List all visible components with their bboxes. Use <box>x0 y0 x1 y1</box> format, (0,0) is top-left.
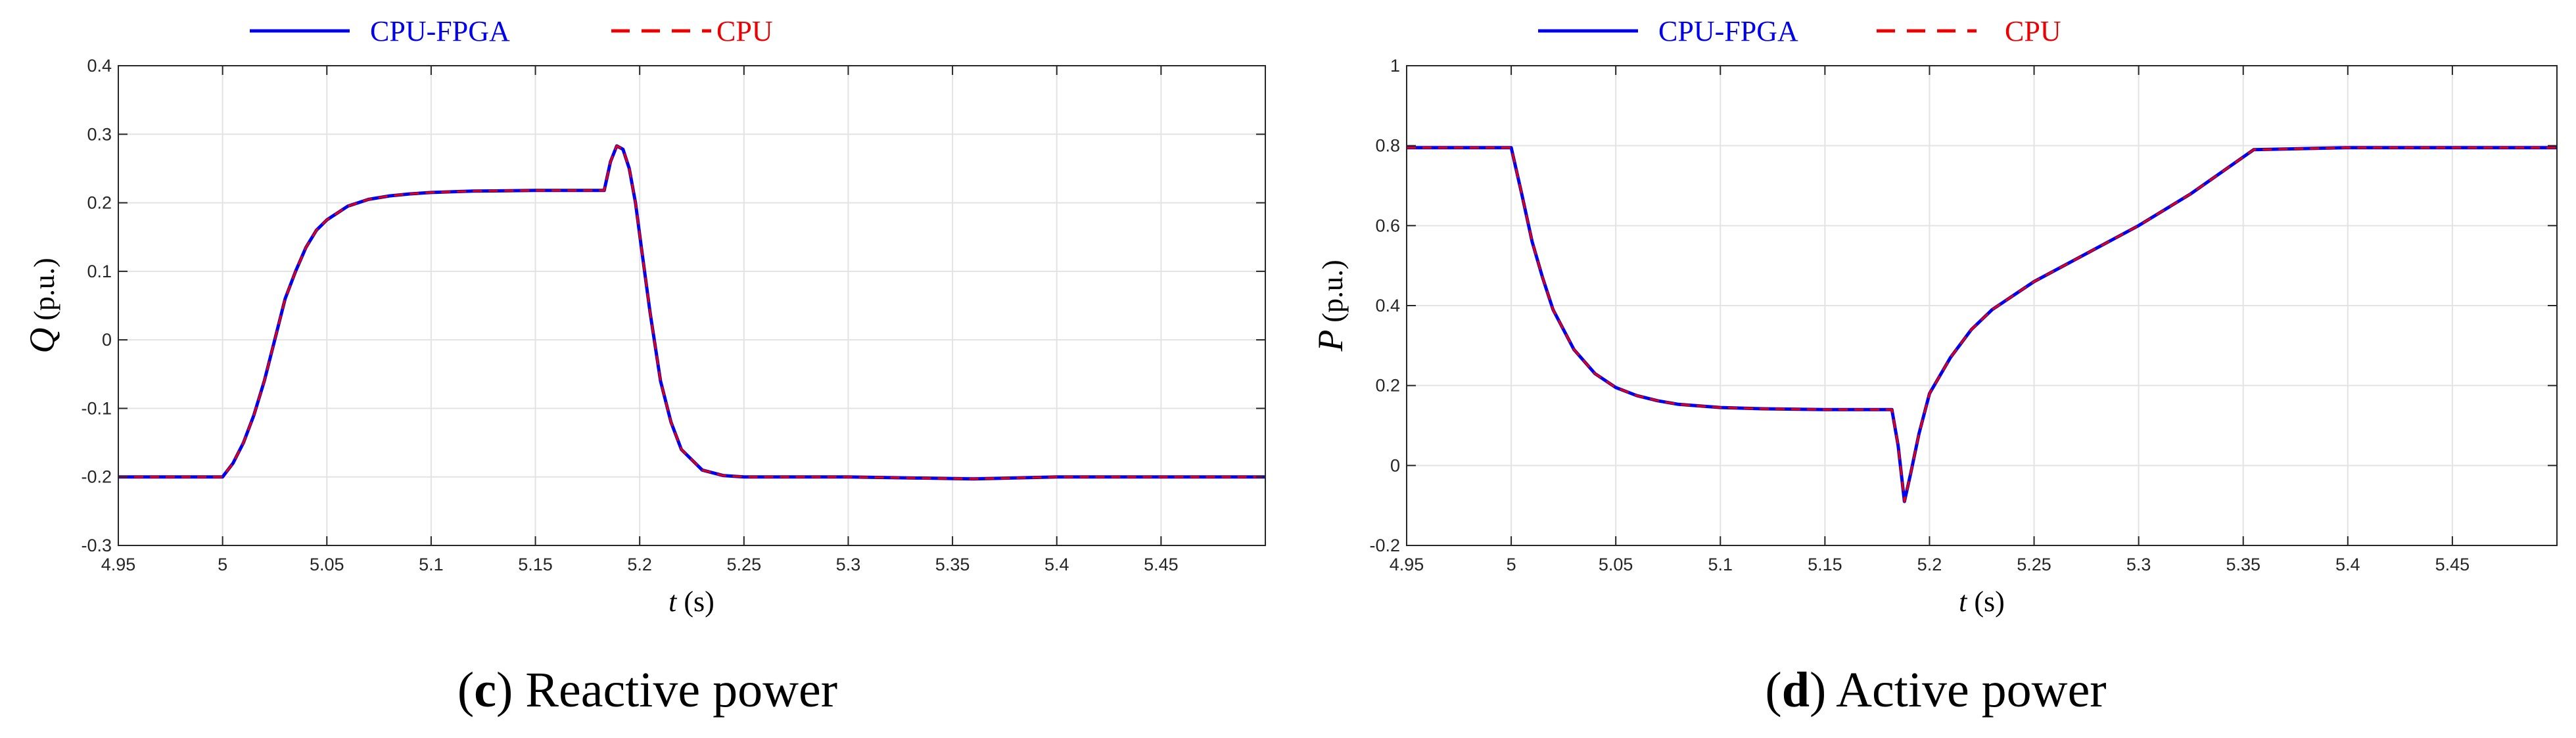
x-tick-label: 4.95 <box>1390 555 1424 574</box>
y-tick-label: 0.4 <box>1375 296 1400 315</box>
x-tick-label: 5.4 <box>2335 555 2360 574</box>
x-tick-label: 5.05 <box>1599 555 1633 574</box>
y-axis-label: Q (p.u.) <box>22 258 62 353</box>
x-tick-label: 5.3 <box>836 555 861 574</box>
series-line-cpu <box>118 145 1265 480</box>
y-tick-label: 1 <box>1390 56 1400 76</box>
x-tick-label: 5.1 <box>419 555 444 574</box>
legend-label-cpu-fpga: CPU-FPGA <box>370 15 510 47</box>
caption: (d) Active power <box>1765 662 2106 718</box>
x-tick-label: 5.2 <box>1917 555 1942 574</box>
x-tick-label: 5.15 <box>518 555 553 574</box>
x-axis-label: t (s) <box>668 586 714 618</box>
y-tick-label: -0.1 <box>81 398 112 418</box>
y-tick-label: 0.8 <box>1375 136 1400 156</box>
legend: CPU-FPGA CPU <box>1538 15 2061 47</box>
x-tick-label: 5.35 <box>935 555 970 574</box>
y-tick-label: 0.1 <box>87 262 112 281</box>
x-tick-label: 5.15 <box>1808 555 1842 574</box>
series-group <box>1407 146 2557 503</box>
y-tick-label: -0.2 <box>81 467 112 487</box>
x-tick-label: 5.45 <box>2435 555 2470 574</box>
x-tick-label: 5.4 <box>1044 555 1069 574</box>
chart-reactive-power: CPU-FPGA CPU 4.95 5 5.05 5.1 5.15 5.2 5.25 5.3 5… <box>22 15 1266 718</box>
series-line-cpu <box>1407 147 2557 503</box>
x-tick-label: 5.3 <box>2126 555 2151 574</box>
y-tick-label: 0.2 <box>1375 376 1400 396</box>
y-tick-label: -0.3 <box>81 536 112 555</box>
x-tick-label: 5 <box>218 555 227 574</box>
y-tick-label: 0.2 <box>87 193 112 213</box>
plot-area <box>118 66 1265 545</box>
y-tick-label: -0.2 <box>1369 536 1400 555</box>
x-tick-label: 5.2 <box>627 555 652 574</box>
legend: CPU-FPGA CPU <box>250 15 773 47</box>
x-tick-label: 4.95 <box>101 555 136 574</box>
legend-label-cpu: CPU <box>716 15 773 47</box>
chart-active-power: CPU-FPGA CPU 4.95 5 5.05 5.1 5.15 5.2 5.25 5.3 5… <box>1311 15 2558 718</box>
tick-labels: 4.95 5 5.05 5.1 5.15 5.2 5.25 5.3 5.35 5.4 5.45 -0.… <box>1369 56 2557 574</box>
y-tick-label: 0.6 <box>1375 216 1400 235</box>
legend-label-cpu-fpga: CPU-FPGA <box>1658 15 1798 47</box>
x-tick-label: 5.45 <box>1144 555 1179 574</box>
plot-frame <box>118 65 1266 546</box>
tick-labels: 4.95 5 5.05 5.1 5.15 5.2 5.25 5.3 5.35 5.4 5.45 -0.… <box>81 56 1265 574</box>
caption: (c) Reactive power <box>457 662 837 718</box>
x-tick-label: 5.25 <box>2017 555 2051 574</box>
x-tick-label: 5.35 <box>2226 555 2260 574</box>
x-axis-label: t (s) <box>1959 586 2005 618</box>
x-tick-label: 5 <box>1507 555 1516 574</box>
x-tick-label: 5.25 <box>727 555 762 574</box>
y-tick-label: 0 <box>102 330 112 350</box>
y-tick-label: 0.4 <box>87 56 112 76</box>
y-axis-label: P (p.u.) <box>1311 260 1350 352</box>
legend-label-cpu: CPU <box>2005 15 2061 47</box>
y-tick-label: 0 <box>1390 455 1400 475</box>
series-group <box>118 144 1265 481</box>
y-tick-label: 0.3 <box>87 124 112 144</box>
x-tick-label: 5.05 <box>310 555 344 574</box>
x-tick-label: 5.1 <box>1708 555 1733 574</box>
